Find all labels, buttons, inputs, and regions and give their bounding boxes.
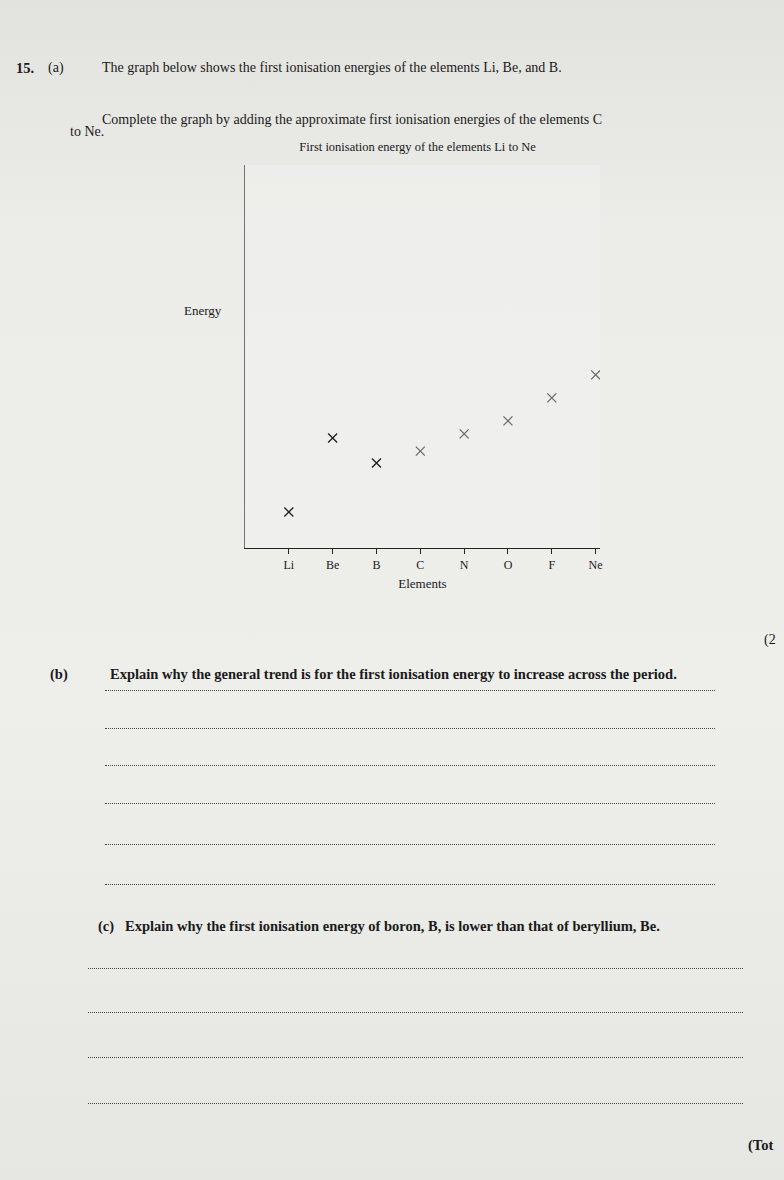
html-text:The graph below shows the firs: The graph below shows the first ionisati…	[102, 60, 562, 75]
svg-text:Elements: Elements	[398, 576, 446, 591]
html-text:to Ne.: to Ne.	[70, 124, 105, 139]
html-text:(c): (c)	[98, 918, 115, 934]
svg-text:B: B	[372, 558, 380, 572]
svg-text:C: C	[416, 558, 424, 572]
html-text:Explain why the first ionisati: Explain why the first ionisation energy …	[125, 918, 660, 934]
svg-text:Energy: Energy	[184, 303, 222, 318]
html-text:(Tot: (Tot	[748, 1137, 774, 1153]
html-text:15.: 15.	[16, 60, 35, 76]
svg-text:Ne: Ne	[589, 558, 603, 572]
svg-text:Be: Be	[326, 558, 339, 572]
html-text:(2: (2	[764, 632, 776, 647]
svg-text:N: N	[460, 558, 469, 572]
html-text:(a): (a)	[48, 60, 64, 75]
html-text:(b): (b)	[50, 666, 68, 682]
svg-text:O: O	[504, 558, 513, 572]
html-text:Explain why the general trend: Explain why the general trend is for the…	[110, 666, 677, 682]
svg-text:F: F	[548, 558, 555, 572]
html-text:Complete the graph by adding t: Complete the graph by adding the approxi…	[102, 112, 603, 127]
svg-text:Li: Li	[283, 558, 294, 572]
svg-text:First ionisation energy of the: First ionisation energy of the elements …	[299, 140, 536, 154]
